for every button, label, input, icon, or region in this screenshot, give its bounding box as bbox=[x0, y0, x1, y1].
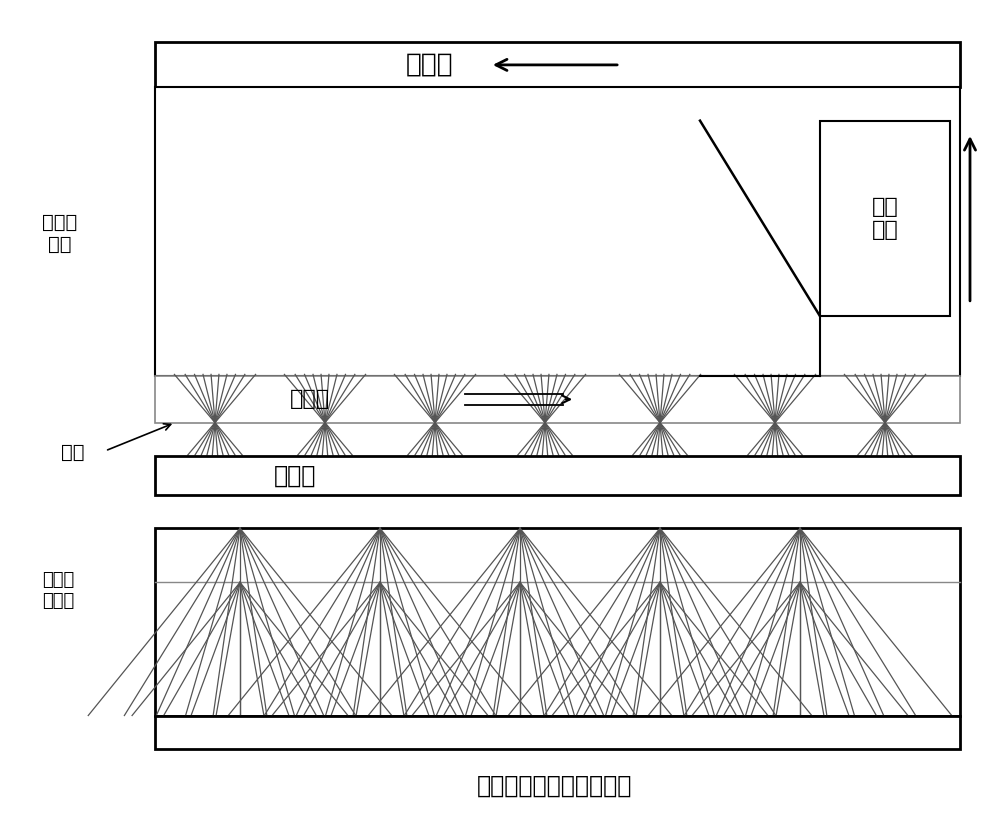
Bar bbox=[155, 456, 960, 495]
Text: 钻孔: 钻孔 bbox=[61, 443, 85, 462]
Text: 穿层孔（掩护煤巷掘进）: 穿层孔（掩护煤巷掘进） bbox=[477, 775, 633, 798]
Text: 煤层
回采: 煤层 回采 bbox=[872, 197, 898, 240]
Bar bbox=[155, 87, 960, 376]
Bar bbox=[155, 716, 960, 749]
Text: 底板巷: 底板巷 bbox=[274, 464, 316, 488]
Text: 顺层孔
对打: 顺层孔 对打 bbox=[42, 212, 78, 254]
Bar bbox=[820, 121, 950, 316]
Bar bbox=[155, 376, 960, 423]
Text: 进风巷
回风巷: 进风巷 回风巷 bbox=[42, 572, 74, 610]
Text: 进风巷: 进风巷 bbox=[290, 389, 330, 409]
Bar bbox=[155, 42, 960, 87]
Text: 回风巷: 回风巷 bbox=[406, 52, 454, 78]
Bar bbox=[155, 528, 960, 716]
